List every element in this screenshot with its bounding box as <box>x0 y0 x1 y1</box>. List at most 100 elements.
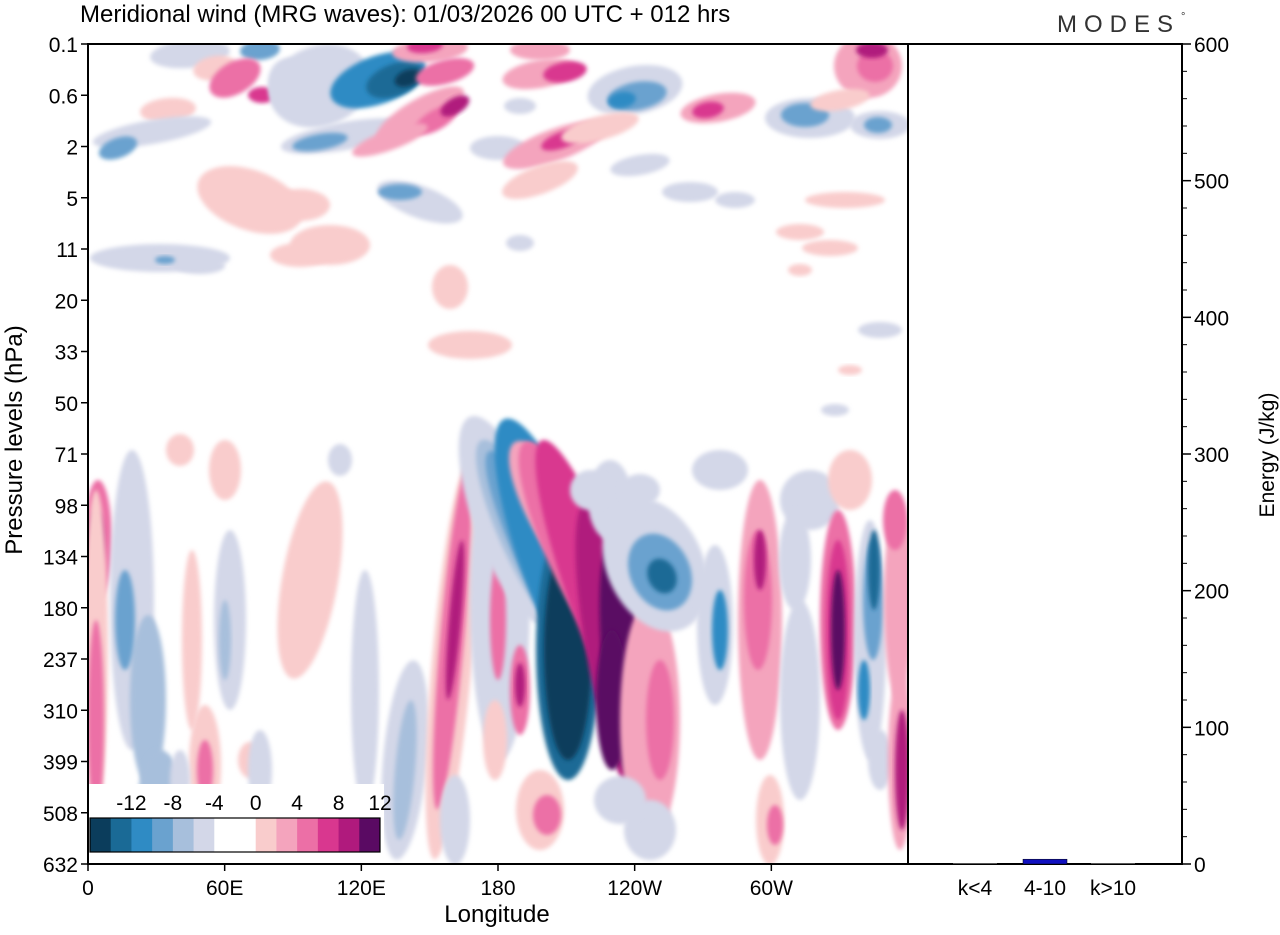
colorbar-swatch <box>317 818 340 852</box>
colorbar-swatch <box>359 818 381 852</box>
y-tick-label: 2 <box>66 137 78 160</box>
chart-title: Meridional wind (MRG waves): 01/03/2026 … <box>80 1 730 28</box>
wind-contour <box>393 700 417 840</box>
wind-contour <box>378 184 422 200</box>
wind-contour-fields <box>88 44 908 864</box>
wind-contour <box>620 474 660 506</box>
colorbar-frame <box>89 817 381 853</box>
y-tick-label: 20 <box>55 290 78 313</box>
energy-tick-label: 0 <box>1194 854 1206 877</box>
wind-contour <box>856 44 888 58</box>
colorbar-swatch <box>235 818 257 852</box>
y-tick-label: 399 <box>43 752 78 775</box>
colorbar-label: 4 <box>291 792 303 815</box>
wind-contour <box>394 69 422 87</box>
wind-contour <box>776 224 824 240</box>
wind-contour <box>130 615 166 785</box>
colorbar-swatch <box>172 818 195 852</box>
wind-contour <box>802 240 858 256</box>
wind-contour-map <box>88 44 908 864</box>
colorbar-label: -12 <box>116 792 146 815</box>
wind-contour <box>610 153 670 177</box>
y-tick-label: 134 <box>43 547 78 570</box>
wind-contour <box>831 570 845 690</box>
energy-panel-frame <box>907 43 1183 865</box>
wind-contour <box>352 123 428 157</box>
wind-contour <box>209 58 261 98</box>
energy-category-label: k<4 <box>958 877 993 900</box>
colorbar-swatch <box>193 818 215 852</box>
wind-contour <box>328 444 352 476</box>
wind-contour <box>570 470 610 510</box>
y-tick-label: 310 <box>43 700 78 723</box>
energy-tick-label: 600 <box>1194 34 1229 57</box>
colorbar-label: 0 <box>250 792 262 815</box>
wind-contour <box>662 182 718 202</box>
wind-contour <box>692 101 724 119</box>
wind-contour <box>415 58 475 86</box>
wind-contour <box>805 192 885 208</box>
wind-contour <box>596 630 628 770</box>
wind-contour <box>868 730 892 790</box>
brand-logo-mark: ° <box>1181 11 1185 23</box>
brand-logo: MODES <box>1057 11 1180 38</box>
colorbar-label: 12 <box>368 792 391 815</box>
wind-contour <box>821 404 849 416</box>
wind-contour <box>767 805 783 845</box>
wind-contour <box>608 91 636 109</box>
wind-contour <box>407 44 443 54</box>
wind-contour <box>155 256 175 264</box>
energy-bars: k<4 4-10 k>10 <box>953 858 1136 900</box>
y-tick-label: 11 <box>56 239 78 262</box>
wind-contour <box>647 558 677 594</box>
wind-contour <box>646 660 674 780</box>
wind-contour <box>115 570 135 670</box>
wind-contour <box>490 560 506 680</box>
energy-tick-label: 500 <box>1194 171 1229 194</box>
wind-contour <box>290 225 370 265</box>
y-tick-label: 237 <box>43 649 78 672</box>
wind-contour <box>483 700 507 780</box>
colorbar-swatch <box>338 818 360 852</box>
wind-contour <box>440 775 470 864</box>
wind-contour <box>166 434 194 466</box>
wind-contour <box>712 590 728 670</box>
wind-contour <box>140 97 196 123</box>
colorbar-swatch <box>131 818 153 852</box>
wind-contour <box>543 61 587 83</box>
wind-contour <box>754 530 766 590</box>
x-axis-label: Longitude <box>444 901 549 928</box>
wind-contour <box>692 450 748 490</box>
wind-contour <box>533 795 561 835</box>
wind-contour <box>445 540 465 700</box>
energy-tick-label: 300 <box>1194 444 1229 467</box>
wind-contour <box>883 490 907 550</box>
wind-contour <box>561 112 639 144</box>
y-tick-label: 632 <box>43 854 78 877</box>
wind-contour <box>440 95 470 117</box>
wind-contour <box>502 161 578 199</box>
y-tick-label: 180 <box>43 598 78 621</box>
y-tick-label: 50 <box>55 393 78 416</box>
energy-axis: 0 100 200 300 400 500 600 <box>1182 34 1229 877</box>
energy-bar <box>953 863 997 864</box>
wind-contour <box>715 192 755 208</box>
wind-contour <box>868 530 880 610</box>
energy-tick-label: 200 <box>1194 581 1229 604</box>
energy-category-label: k>10 <box>1090 877 1136 900</box>
y-tick-label: 33 <box>55 342 78 365</box>
wind-contour <box>351 570 379 810</box>
colorbar-swatch <box>276 818 298 852</box>
colorbar-swatch <box>152 818 174 852</box>
wind-contour <box>504 98 536 114</box>
y-axis-label: Pressure levels (hPa) <box>1 325 28 554</box>
y-tick-label: 0.6 <box>49 85 78 108</box>
wind-contour <box>98 136 138 160</box>
wind-contour <box>428 331 512 359</box>
wind-contour <box>182 550 202 730</box>
x-tick-label: 180 <box>480 877 515 900</box>
wind-contour <box>432 265 468 309</box>
wind-contour <box>779 510 811 610</box>
energy-bar <box>1091 863 1135 864</box>
